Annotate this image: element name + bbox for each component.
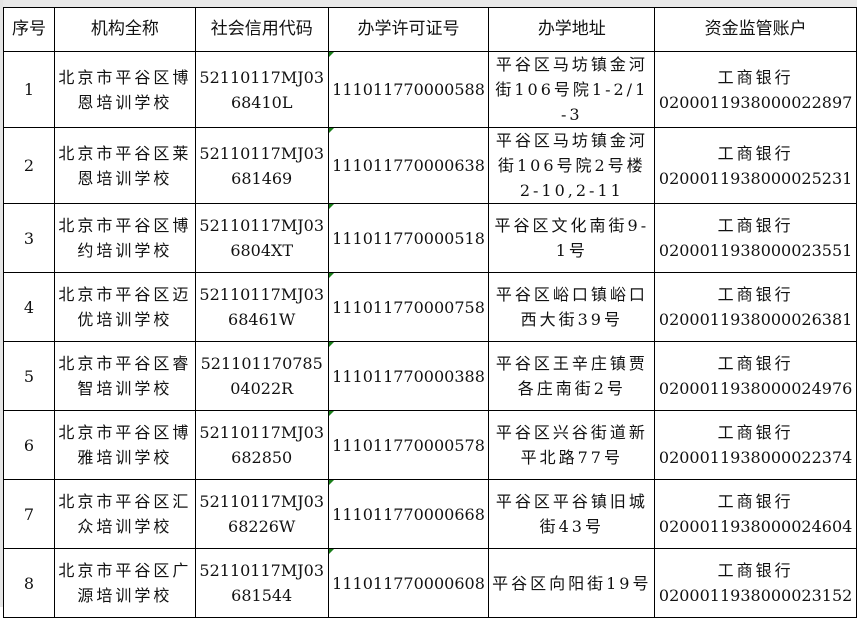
- cell-name[interactable]: 北京市平谷区汇众培训学校: [53, 479, 196, 549]
- table-row: 4 北京市平谷区迈优培训学校 52110117MJ0368461W 111011770…: [3, 272, 857, 342]
- cell-account[interactable]: 工商银行 0200011938000024604: [654, 479, 857, 549]
- cell-name[interactable]: 北京市平谷区博约培训学校: [53, 203, 196, 273]
- cell-name[interactable]: 北京市平谷区迈优培训学校: [53, 272, 196, 342]
- cell-code[interactable]: 52110117MJ03681544: [194, 548, 329, 618]
- cell-license[interactable]: 111011770000578: [327, 410, 490, 480]
- table-row: 6 北京市平谷区博雅培训学校 52110117MJ03682850 111011770…: [3, 410, 857, 480]
- header-license[interactable]: 办学许可证号: [327, 7, 490, 52]
- cell-account[interactable]: 工商银行 0200011938000025231: [654, 127, 857, 204]
- header-address[interactable]: 办学地址: [488, 7, 656, 52]
- cell-no[interactable]: 7: [3, 479, 55, 549]
- table-row: 2 北京市平谷区莱恩培训学校 52110117MJ03681469 111011770…: [3, 127, 857, 204]
- table-row: 8 北京市平谷区广源培训学校 52110117MJ03681544 111011770…: [3, 548, 857, 618]
- cell-address[interactable]: 平谷区峪口镇峪口西大街39号: [488, 272, 656, 342]
- cell-account[interactable]: 工商银行 0200011938000023152: [654, 548, 857, 618]
- cell-license[interactable]: 111011770000588: [327, 51, 490, 128]
- cell-address[interactable]: 平谷区马坊镇金河街106号院2号楼2-10,2-11: [488, 127, 656, 204]
- cell-code[interactable]: 52110117MJ036804XT: [194, 203, 329, 273]
- cell-name[interactable]: 北京市平谷区博恩培训学校: [53, 51, 196, 128]
- cell-code[interactable]: 52110117MJ0368410L: [194, 51, 329, 128]
- header-no[interactable]: 序号: [3, 7, 55, 52]
- cell-account[interactable]: 工商银行 0200011938000023551: [654, 203, 857, 273]
- header-code[interactable]: 社会信用代码: [194, 7, 329, 52]
- header-name[interactable]: 机构全称: [53, 7, 196, 52]
- table-row: 5 北京市平谷区睿智培训学校 52110117078504022R 111011770…: [3, 341, 857, 411]
- bank-name: 工商银行: [717, 67, 794, 87]
- cell-code[interactable]: 52110117MJ03682850: [194, 410, 329, 480]
- cell-no[interactable]: 6: [3, 410, 55, 480]
- school-table: 序号 机构全称 社会信用代码 办学许可证号 办学地址 资金监管账户 1 北京市平谷…: [3, 7, 857, 618]
- row-header-strip[interactable]: [0, 0, 3, 607]
- cell-address[interactable]: 平谷区平谷镇旧城街43号: [488, 479, 656, 549]
- account-number: 0200011938000024604: [658, 517, 853, 536]
- account-number: 0200011938000025231: [658, 168, 853, 188]
- bank-name: 工商银行: [717, 285, 794, 304]
- cell-license[interactable]: 111011770000668: [327, 479, 490, 549]
- bank-name: 工商银行: [717, 143, 794, 163]
- cell-code[interactable]: 52110117MJ03681469: [194, 127, 329, 204]
- cell-name[interactable]: 北京市平谷区广源培训学校: [53, 548, 196, 618]
- account-number: 0200011938000022897: [658, 92, 853, 112]
- cell-address[interactable]: 平谷区文化南街9-1号: [488, 203, 656, 273]
- cell-license[interactable]: 111011770000388: [327, 341, 490, 411]
- cell-address[interactable]: 平谷区马坊镇金河街106号院1-2/1-3: [488, 51, 656, 128]
- cell-name[interactable]: 北京市平谷区博雅培训学校: [53, 410, 196, 480]
- cell-no[interactable]: 1: [3, 51, 55, 128]
- cell-code[interactable]: 52110117078504022R: [194, 341, 329, 411]
- cell-license[interactable]: 111011770000638: [327, 127, 490, 204]
- cell-account[interactable]: 工商银行 0200011938000022897: [654, 51, 857, 128]
- table-row: 1 北京市平谷区博恩培训学校 52110117MJ0368410L 111011770…: [3, 51, 857, 128]
- cell-account[interactable]: 工商银行 0200011938000022374: [654, 410, 857, 480]
- account-number: 0200011938000022374: [658, 448, 853, 467]
- cell-account[interactable]: 工商银行 0200011938000024976: [654, 341, 857, 411]
- header-row: 序号 机构全称 社会信用代码 办学许可证号 办学地址 资金监管账户: [3, 7, 857, 52]
- bank-name: 工商银行: [717, 216, 794, 235]
- cell-no[interactable]: 3: [3, 203, 55, 273]
- cell-address[interactable]: 平谷区王辛庄镇贾各庄南街2号: [488, 341, 656, 411]
- account-number: 0200011938000023551: [658, 241, 853, 260]
- cell-no[interactable]: 2: [3, 127, 55, 204]
- cell-account[interactable]: 工商银行 0200011938000026381: [654, 272, 857, 342]
- account-number: 0200011938000026381: [658, 310, 853, 329]
- cell-address[interactable]: 平谷区向阳街19号: [488, 548, 656, 618]
- cell-license[interactable]: 111011770000758: [327, 272, 490, 342]
- bank-name: 工商银行: [717, 492, 794, 511]
- bank-name: 工商银行: [717, 354, 794, 373]
- cell-code[interactable]: 52110117MJ0368461W: [194, 272, 329, 342]
- header-account[interactable]: 资金监管账户: [654, 7, 857, 52]
- table-row: 7 北京市平谷区汇众培训学校 52110117MJ0368226W 111011770…: [3, 479, 857, 549]
- cell-no[interactable]: 8: [3, 548, 55, 618]
- cell-license[interactable]: 111011770000518: [327, 203, 490, 273]
- bank-name: 工商银行: [717, 561, 794, 580]
- account-number: 0200011938000023152: [658, 586, 853, 605]
- cell-code[interactable]: 52110117MJ0368226W: [194, 479, 329, 549]
- cell-no[interactable]: 5: [3, 341, 55, 411]
- cell-name[interactable]: 北京市平谷区莱恩培训学校: [53, 127, 196, 204]
- cell-name[interactable]: 北京市平谷区睿智培训学校: [53, 341, 196, 411]
- cell-license[interactable]: 111011770000608: [327, 548, 490, 618]
- cell-address[interactable]: 平谷区兴谷街道新平北路77号: [488, 410, 656, 480]
- table-row: 3 北京市平谷区博约培训学校 52110117MJ036804XT 111011770…: [3, 203, 857, 273]
- bank-name: 工商银行: [717, 423, 794, 442]
- cell-no[interactable]: 4: [3, 272, 55, 342]
- account-number: 0200011938000024976: [658, 379, 853, 398]
